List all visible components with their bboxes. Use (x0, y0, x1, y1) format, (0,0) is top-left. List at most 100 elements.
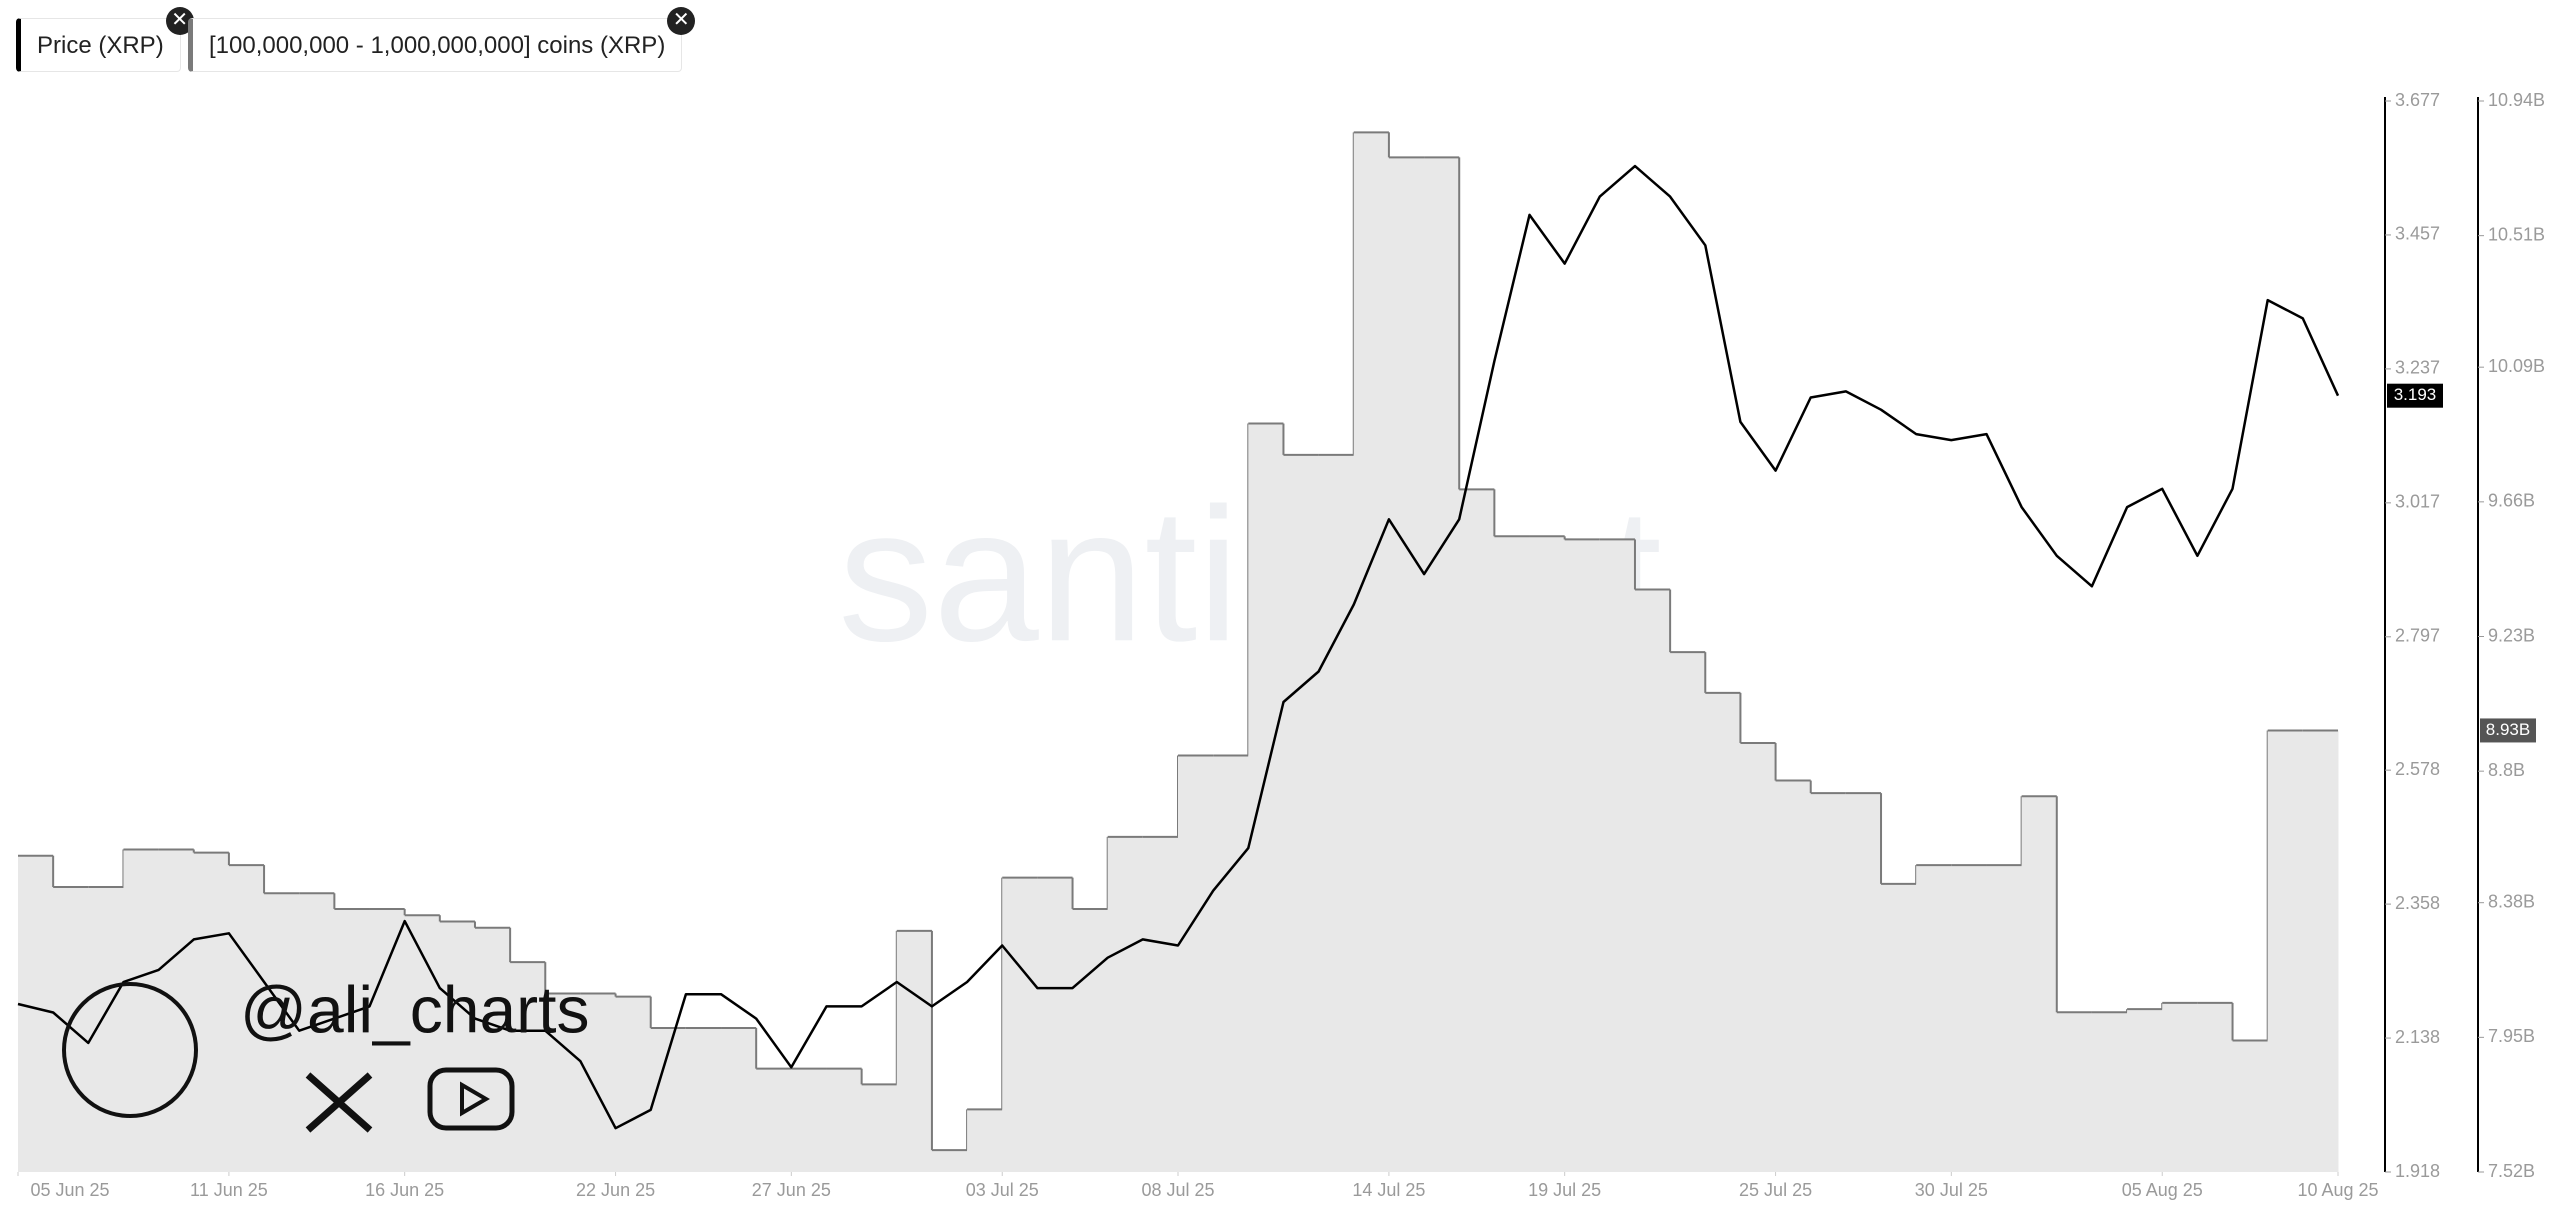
holding-step (1459, 489, 1495, 1172)
holding-step (123, 849, 160, 1172)
x-tick-label: 05 Jun 25 (30, 1180, 109, 1200)
holding-step (18, 855, 54, 1172)
holding-step (2162, 1002, 2198, 1172)
x-tick-label: 10 Aug 25 (2297, 1180, 2378, 1200)
x-tick-label: 08 Jul 25 (1141, 1180, 1214, 1200)
holding-step (967, 1109, 1003, 1172)
holding-step (1881, 883, 1917, 1172)
x-tick-label: 16 Jun 25 (365, 1180, 444, 1200)
holding-step (474, 927, 511, 1172)
holding-step (1986, 865, 2023, 1172)
youtube-play (460, 1081, 490, 1117)
author-avatar (62, 982, 198, 1118)
holding-step (1951, 865, 1987, 1172)
holding-step (1318, 454, 1355, 1172)
holding-step (1248, 423, 1284, 1173)
x-tick-label: 05 Aug 25 (2122, 1180, 2203, 1200)
holding-step (580, 993, 617, 1172)
holding-step (1775, 780, 1812, 1172)
holding-step (756, 1068, 792, 1172)
y-tick-label: 3.237 (2395, 358, 2440, 378)
legend-chip[interactable]: [100,000,000 - 1,000,000,000] coins (XRP… (188, 7, 696, 72)
y2-tick-label: 10.51B (2488, 224, 2545, 244)
holding-step (88, 887, 124, 1172)
holding-step (861, 1084, 898, 1172)
last-value-badge (2387, 383, 2443, 408)
holding-step (2127, 1009, 2163, 1172)
x-tick-label: 30 Jul 25 (1915, 1180, 1988, 1200)
holding-step (1494, 536, 1531, 1172)
holding-step (1213, 755, 1249, 1172)
holding-step (2197, 1002, 2234, 1172)
holding-step (1705, 692, 1741, 1172)
youtube-icon (427, 1067, 515, 1131)
last-value-badge (2480, 718, 2536, 743)
holding-step (2056, 1012, 2093, 1172)
holding-step (931, 1150, 968, 1172)
holding-step (510, 962, 546, 1172)
holding-step (369, 908, 406, 1172)
x-tick-label: 03 Jul 25 (966, 1180, 1039, 1200)
holding-step (1599, 539, 1636, 1172)
holding-step (1845, 793, 1882, 1172)
holding-step (1002, 877, 1038, 1172)
holding-step (826, 1068, 863, 1172)
y-tick-label: 2.578 (2395, 759, 2440, 779)
holding-step (1388, 157, 1425, 1173)
holding-step (545, 993, 581, 1172)
holding-step (404, 915, 441, 1172)
holding-step (1916, 865, 1952, 1172)
holding-step (1178, 755, 1214, 1172)
holding-step (2267, 730, 2304, 1172)
y2-tick-label: 7.52B (2488, 1161, 2535, 1181)
holding-step (615, 996, 652, 1172)
holding-step (1107, 836, 1144, 1172)
holding-step (1142, 836, 1179, 1172)
holding-step (2302, 730, 2339, 1172)
x-tick-label: 27 Jun 25 (752, 1180, 831, 1200)
holding-step (685, 1027, 722, 1172)
holding-step (1634, 589, 1671, 1172)
holding-step (2021, 796, 2058, 1172)
holding-step (2232, 1040, 2269, 1172)
holding-step (1072, 908, 1109, 1172)
last-value-label: 8.93B (2486, 720, 2530, 739)
x-tick-label: 22 Jun 25 (576, 1180, 655, 1200)
holding-step (791, 1068, 827, 1172)
holding-step (1529, 536, 1566, 1172)
holding-step (896, 930, 933, 1172)
holding-step (1424, 157, 1460, 1173)
y2-tick-label: 10.94B (2488, 90, 2545, 110)
x-icon (305, 1072, 373, 1133)
y2-tick-label: 7.95B (2488, 1026, 2535, 1046)
y-tick-label: 2.138 (2395, 1027, 2440, 1047)
holding-step (1564, 539, 1601, 1172)
holding-step (158, 849, 195, 1172)
last-value-label: 3.193 (2394, 385, 2437, 404)
y2-tick-label: 9.23B (2488, 625, 2535, 645)
x-tick-label: 14 Jul 25 (1352, 1180, 1425, 1200)
y2-tick-label: 8.38B (2488, 891, 2535, 911)
y-tick-label: 3.677 (2395, 90, 2440, 110)
x-tick-label: 19 Jul 25 (1528, 1180, 1601, 1200)
legend-chip[interactable]: Price (XRP) ✕ (16, 7, 194, 72)
holding-step (1353, 132, 1390, 1172)
holding-step (2338, 730, 2339, 1172)
holding-step (1037, 877, 1074, 1172)
holding-step (1740, 742, 1777, 1172)
author-handle: @ali_charts (240, 972, 589, 1046)
y2-tick-label: 9.66B (2488, 491, 2535, 511)
holding-step (228, 865, 265, 1172)
x-tick-label: 11 Jun 25 (190, 1180, 268, 1200)
holding-step (193, 852, 230, 1172)
y2-tick-label: 8.8B (2488, 760, 2525, 780)
close-button[interactable]: ✕ (667, 7, 696, 35)
y-tick-label: 2.358 (2395, 893, 2440, 913)
holding-step (1283, 454, 1320, 1172)
y-tick-label: 3.457 (2395, 224, 2440, 244)
holding-step (1670, 652, 1706, 1172)
holding-step (264, 893, 300, 1172)
holding-step (1810, 793, 1847, 1172)
